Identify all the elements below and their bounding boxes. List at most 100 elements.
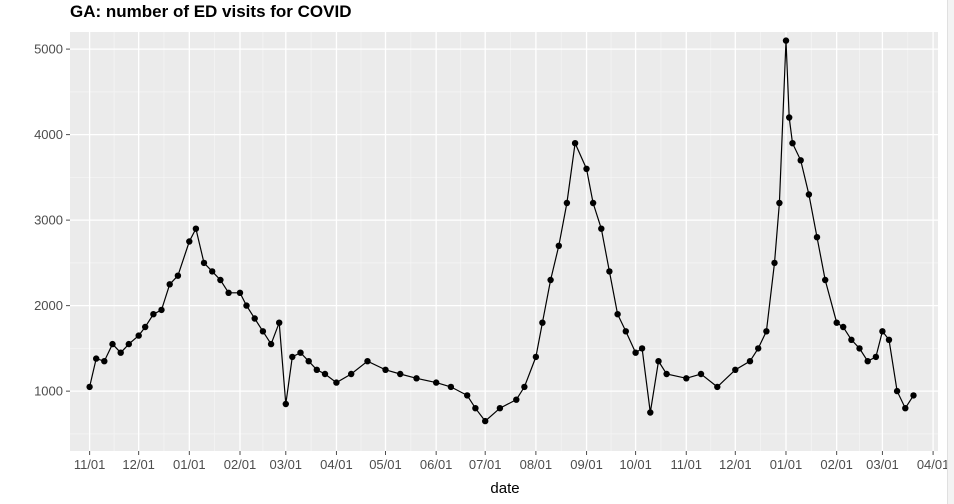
data-point bbox=[259, 328, 267, 335]
data-point bbox=[864, 358, 871, 365]
data-point bbox=[282, 400, 289, 408]
data-point bbox=[606, 268, 613, 275]
chart-title: GA: number of ED visits for COVID bbox=[70, 2, 352, 21]
data-point bbox=[571, 140, 579, 147]
data-point bbox=[614, 311, 621, 318]
data-point bbox=[125, 340, 132, 348]
data-point bbox=[589, 199, 597, 207]
x-tick-label: 03/01 bbox=[270, 457, 303, 472]
data-point bbox=[776, 199, 783, 207]
data-point bbox=[217, 276, 224, 284]
x-tick-label: 11/01 bbox=[74, 457, 106, 472]
data-point bbox=[833, 319, 840, 326]
x-tick-label: 01/01 bbox=[770, 457, 803, 472]
data-point bbox=[547, 276, 554, 284]
data-point bbox=[746, 358, 754, 365]
data-point bbox=[251, 315, 258, 322]
data-point bbox=[209, 268, 216, 275]
data-point bbox=[109, 340, 116, 348]
x-tick-label: 01/01 bbox=[173, 457, 206, 472]
x-axis-title: date bbox=[490, 480, 520, 497]
data-point bbox=[879, 328, 886, 335]
x-tick-label: 02/01 bbox=[224, 457, 257, 472]
data-point bbox=[276, 319, 283, 326]
scrollbar[interactable] bbox=[947, 0, 954, 504]
data-point bbox=[433, 379, 440, 386]
data-point bbox=[364, 358, 371, 365]
x-tick-label: 11/01 bbox=[670, 457, 702, 472]
data-point bbox=[872, 353, 880, 361]
data-point bbox=[313, 366, 320, 373]
data-point bbox=[464, 392, 471, 399]
data-point bbox=[513, 396, 520, 403]
data-point bbox=[885, 336, 893, 343]
data-point bbox=[763, 328, 770, 335]
x-tick-label: 12/01 bbox=[719, 457, 752, 472]
data-point bbox=[539, 319, 546, 326]
data-point bbox=[683, 375, 690, 382]
data-point bbox=[200, 259, 208, 267]
data-point bbox=[771, 259, 778, 267]
data-point bbox=[598, 225, 605, 232]
x-tick-label: 07/01 bbox=[469, 457, 502, 472]
x-tick-label: 04/01 bbox=[320, 457, 353, 472]
data-point bbox=[840, 323, 847, 331]
data-point bbox=[166, 281, 173, 288]
data-point bbox=[93, 355, 100, 362]
data-point bbox=[101, 358, 108, 365]
y-axis: 1000 2000 3000 4000 5000 bbox=[34, 42, 70, 399]
data-point bbox=[856, 345, 863, 352]
data-point bbox=[563, 199, 571, 207]
data-point bbox=[321, 370, 329, 378]
x-tick-label: 03/01 bbox=[866, 457, 899, 472]
data-point bbox=[805, 191, 813, 198]
data-point bbox=[186, 238, 193, 245]
data-point bbox=[158, 306, 165, 314]
data-point bbox=[622, 328, 629, 335]
data-point bbox=[117, 349, 124, 356]
data-point bbox=[397, 370, 404, 378]
x-tick-label: 04/01 bbox=[917, 457, 950, 472]
grid-minor bbox=[70, 32, 938, 451]
data-point bbox=[496, 405, 504, 412]
data-point bbox=[786, 114, 793, 121]
data-point bbox=[697, 370, 705, 378]
series-line bbox=[89, 40, 915, 422]
data-point bbox=[348, 370, 355, 378]
data-point bbox=[135, 332, 142, 339]
data-point bbox=[755, 345, 762, 352]
y-tick-label: 2000 bbox=[34, 298, 63, 313]
data-point bbox=[848, 336, 855, 343]
data-point bbox=[822, 276, 829, 284]
data-point bbox=[732, 366, 739, 373]
data-point bbox=[482, 417, 489, 425]
data-point bbox=[305, 358, 312, 365]
x-axis: 11/01 12/01 01/01 02/01 03/01 04/01 05/01 06/01… bbox=[74, 451, 950, 472]
y-tick-label: 3000 bbox=[34, 213, 63, 228]
data-point bbox=[243, 302, 250, 309]
data-point bbox=[289, 353, 296, 361]
data-point bbox=[333, 379, 340, 386]
data-point bbox=[267, 340, 275, 348]
data-point bbox=[797, 157, 804, 164]
series-layer bbox=[86, 37, 917, 425]
data-point bbox=[225, 289, 232, 296]
grid-major bbox=[70, 32, 938, 451]
data-point bbox=[714, 383, 721, 391]
data-point bbox=[893, 387, 901, 395]
data-point bbox=[174, 272, 182, 279]
data-point bbox=[789, 140, 796, 147]
x-tick-label: 02/01 bbox=[820, 457, 853, 472]
data-point bbox=[142, 323, 149, 331]
data-point bbox=[86, 383, 93, 391]
x-tick-label: 09/01 bbox=[570, 457, 603, 472]
x-tick-label: 05/01 bbox=[369, 457, 402, 472]
y-tick-label: 1000 bbox=[34, 384, 63, 399]
data-point bbox=[472, 405, 479, 412]
data-point bbox=[192, 225, 200, 232]
x-tick-label: 08/01 bbox=[520, 457, 553, 472]
data-point bbox=[447, 383, 455, 391]
data-point bbox=[910, 392, 917, 399]
plot-panel bbox=[70, 32, 938, 451]
